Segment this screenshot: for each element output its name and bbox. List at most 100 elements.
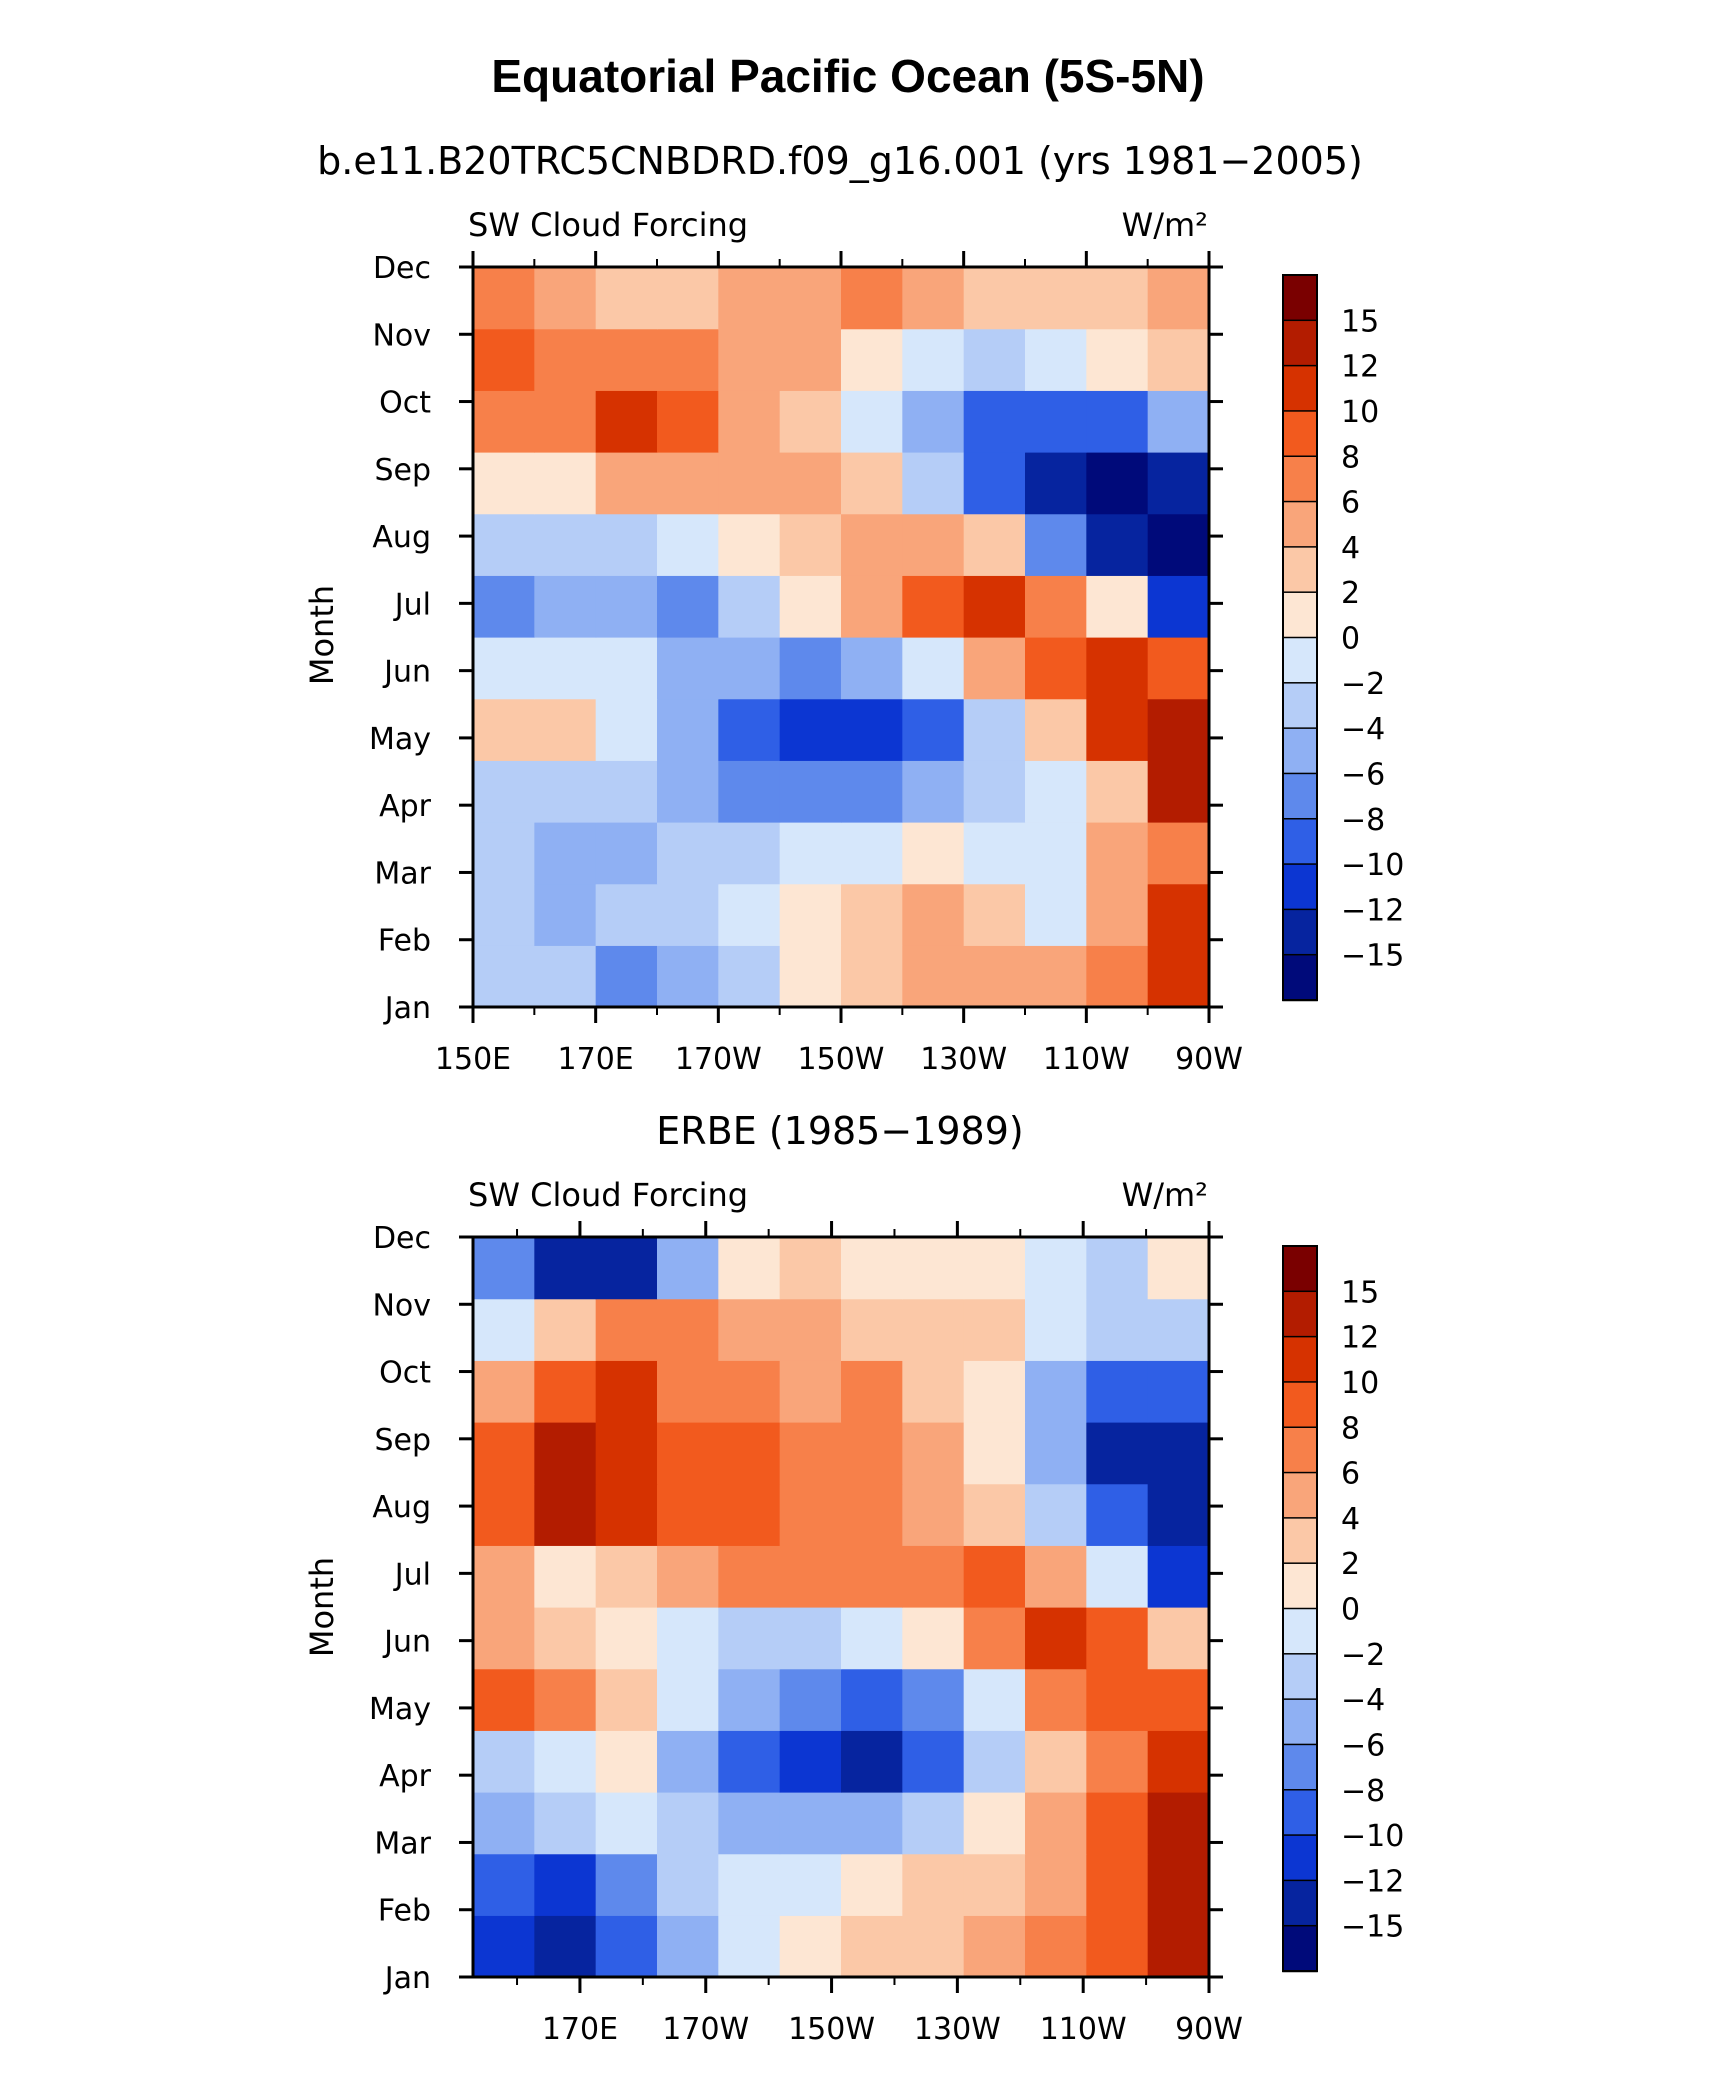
colorbar-box (1282, 410, 1318, 458)
panel-erbe: ERBE (1985−1989) SW Cloud Forcing W/m² M… (303, 1109, 1404, 2047)
heatmap-cell (1086, 1422, 1149, 1485)
y-tick-label: Mar (374, 856, 431, 891)
heatmap-cell (473, 1668, 535, 1731)
colorbar-label: −2 (1341, 1638, 1385, 1673)
heatmap-cell (1086, 390, 1149, 453)
heatmap-cell (473, 883, 535, 946)
colorbar-box (1282, 1698, 1318, 1746)
colorbar-box (1282, 500, 1318, 549)
heatmap-cell (718, 328, 781, 391)
heatmap-cell (841, 637, 903, 700)
heatmap-cell (841, 328, 903, 391)
heatmap-cell (1147, 328, 1210, 391)
heatmap-cell (657, 513, 719, 576)
heatmap-cell (595, 452, 658, 515)
heatmap-cell (595, 1237, 658, 1300)
figure-title: Equatorial Pacific Ocean (5S-5N) (491, 50, 1204, 102)
heatmap-cell (718, 390, 781, 453)
heatmap-cell (1147, 575, 1210, 638)
y-tick-label: Aug (372, 520, 431, 555)
heatmap-cell (1147, 1668, 1210, 1731)
heatmap-cell (779, 1730, 842, 1793)
colorbar-label: −12 (1341, 893, 1404, 928)
panel-model-heatmap (473, 267, 1210, 1008)
colorbar-label: −12 (1341, 1864, 1404, 1899)
heatmap-cell (1147, 1422, 1210, 1485)
heatmap-cell (473, 1915, 535, 1978)
y-tick-label: May (369, 722, 431, 757)
colorbar-box (1282, 1743, 1318, 1791)
heatmap-cell (841, 822, 903, 885)
heatmap-cell (963, 760, 1026, 823)
heatmap-cell (718, 637, 781, 700)
heatmap-cell (902, 1853, 965, 1916)
heatmap-cell (1025, 883, 1087, 946)
heatmap-cell (963, 1483, 1026, 1546)
heatmap-cell (779, 1237, 842, 1300)
heatmap-cell (779, 760, 842, 823)
heatmap-cell (595, 1792, 658, 1855)
heatmap-cell (657, 1668, 719, 1731)
heatmap-cell (534, 1853, 597, 1916)
heatmap-cell (963, 1360, 1026, 1423)
y-tick-label: Nov (372, 1288, 431, 1323)
x-tick-label: 150W (788, 2012, 875, 2047)
heatmap-cell (534, 1607, 597, 1670)
heatmap-cell (841, 1792, 903, 1855)
colorbar-box (1282, 1381, 1318, 1429)
heatmap-cell (595, 513, 658, 576)
heatmap-cell (902, 1792, 965, 1855)
colorbar-label: 10 (1341, 395, 1379, 430)
heatmap-cell (595, 760, 658, 823)
colorbar-box (1282, 1924, 1318, 1973)
heatmap-cell (1147, 1730, 1210, 1793)
heatmap-cell (534, 698, 597, 761)
heatmap-cell (1147, 1545, 1210, 1608)
heatmap-cell (902, 1545, 965, 1608)
x-tick-label: 170E (558, 1042, 634, 1077)
colorbar-box (1282, 1290, 1318, 1338)
heatmap-cell (1025, 267, 1087, 330)
colorbar-label: −8 (1341, 1774, 1385, 1809)
heatmap-cell (473, 513, 535, 576)
colorbar-box (1282, 546, 1318, 594)
heatmap-cell (534, 1730, 597, 1793)
heatmap-cell (902, 1298, 965, 1361)
colorbar-box (1282, 636, 1318, 685)
heatmap-cell (718, 883, 781, 946)
colorbar-label: −8 (1341, 803, 1385, 838)
heatmap-cell (473, 1298, 535, 1361)
heatmap-cell (1147, 1360, 1210, 1423)
heatmap-cell (1147, 1853, 1210, 1916)
heatmap-cell (595, 1607, 658, 1670)
heatmap-cell (718, 1792, 781, 1855)
x-tick-label: 130W (920, 1042, 1007, 1077)
heatmap-cell (779, 1792, 842, 1855)
heatmap-cell (657, 1730, 719, 1793)
heatmap-cell (473, 760, 535, 823)
heatmap-cell (1147, 1915, 1210, 1978)
heatmap-cell (657, 1422, 719, 1485)
heatmap-cell (1025, 328, 1087, 391)
heatmap-cell (534, 513, 597, 576)
heatmap-cell (1086, 637, 1149, 700)
heatmap-cell (718, 760, 781, 823)
heatmap-cell (963, 1730, 1026, 1793)
y-tick-label: Oct (379, 1356, 431, 1391)
heatmap-cell (902, 637, 965, 700)
heatmap-cell (1147, 637, 1210, 700)
colorbar-box (1282, 591, 1318, 639)
heatmap-cell (595, 390, 658, 453)
heatmap-cell (473, 390, 535, 453)
heatmap-cell (1025, 575, 1087, 638)
heatmap-cell (902, 575, 965, 638)
colorbar-label: 15 (1341, 1275, 1379, 1310)
heatmap-cell (1086, 513, 1149, 576)
heatmap-cell (718, 575, 781, 638)
heatmap-cell (963, 452, 1026, 515)
heatmap-cell (534, 575, 597, 638)
colorbar-label: 2 (1341, 576, 1360, 611)
heatmap-cell (718, 1237, 781, 1300)
heatmap-cell (779, 822, 842, 885)
colorbar-label: −15 (1341, 1910, 1404, 1945)
